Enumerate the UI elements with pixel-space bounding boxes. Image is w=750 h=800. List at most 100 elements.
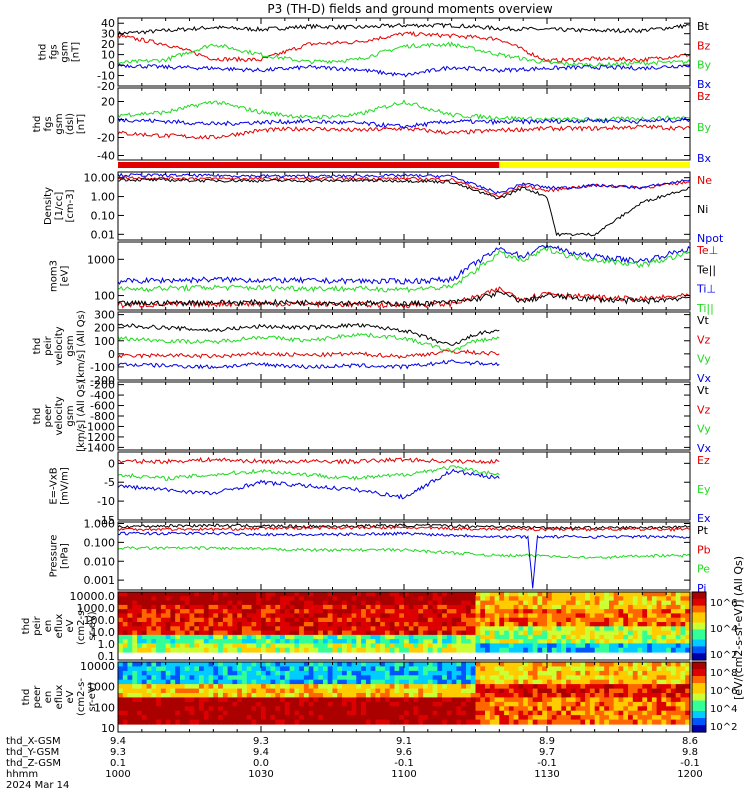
heatmap-cell	[570, 634, 577, 640]
heatmap-cell	[637, 626, 643, 632]
heatmap-cell	[318, 662, 324, 667]
heatmap-cell	[227, 719, 233, 725]
heatmap-cell	[165, 622, 172, 627]
heatmap-cell	[394, 701, 400, 707]
heatmap-cell	[666, 604, 672, 610]
heatmap-cell	[604, 622, 610, 627]
heatmap-cell	[194, 626, 200, 632]
heatmap-cell	[308, 684, 315, 690]
heatmap-cell	[141, 617, 148, 623]
heatmap-cell	[261, 662, 267, 667]
heatmap-cell	[165, 600, 172, 606]
heatmap-cell	[480, 613, 486, 619]
heatmap-cell	[494, 715, 500, 721]
heatmap-cell	[361, 639, 367, 644]
heatmap-cell	[170, 697, 176, 703]
heatmap-cell	[547, 609, 553, 614]
heatmap-cell	[504, 626, 510, 632]
heatmap-cell	[289, 609, 295, 614]
heatmap-cell	[151, 675, 157, 681]
heatmap-cell	[132, 639, 138, 644]
heatmap-cell	[394, 693, 400, 698]
heatmap-cell	[461, 609, 467, 614]
heatmap-cell	[189, 609, 195, 614]
heatmap-cell	[523, 701, 529, 707]
heatmap-cell	[470, 675, 477, 681]
heatmap-cell	[675, 596, 682, 602]
heatmap-cell	[318, 592, 324, 597]
heatmap-cell	[303, 647, 310, 653]
heatmap-cell	[246, 662, 253, 667]
heatmap-cell	[232, 596, 238, 602]
heatmap-cell	[613, 630, 620, 636]
heatmap-cell	[280, 706, 286, 712]
heatmap-cell	[461, 639, 467, 644]
heatmap-cell	[513, 670, 519, 676]
colorbar-tick-label: 10^2	[710, 722, 737, 733]
heatmap-cell	[494, 592, 500, 597]
heatmap-cell	[261, 684, 267, 690]
heatmap-cell	[647, 643, 653, 649]
heatmap-cell	[246, 679, 253, 685]
heatmap-cell	[570, 710, 577, 716]
heatmap-cell	[160, 662, 167, 667]
heatmap-cell	[670, 622, 677, 627]
heatmap-cell	[661, 684, 667, 690]
heatmap-cell	[346, 693, 353, 698]
heatmap-cell	[661, 715, 667, 721]
heatmap-cell	[537, 688, 543, 694]
heatmap-cell	[218, 600, 224, 606]
heatmap-cell	[570, 617, 577, 623]
heatmap-cell	[432, 679, 438, 685]
legend-entry: Bt	[697, 20, 710, 33]
heatmap-cell	[256, 643, 262, 649]
heatmap-cell	[470, 626, 477, 632]
heatmap-cell	[222, 710, 229, 716]
heatmap-cell	[470, 666, 477, 672]
heatmap-cell	[599, 613, 605, 619]
heatmap-cell	[432, 604, 438, 610]
heatmap-cell	[647, 715, 653, 721]
heatmap-cell	[237, 670, 243, 676]
heatmap-cell	[513, 600, 519, 606]
heatmap-cell	[237, 639, 243, 644]
heatmap-cell	[632, 688, 639, 694]
heatmap-cell	[432, 715, 438, 721]
heatmap-cell	[475, 592, 481, 597]
heatmap-cell	[618, 679, 624, 685]
heatmap-cell	[437, 609, 443, 614]
heatmap-cell	[547, 617, 553, 623]
legend-entry: Pi	[697, 582, 706, 595]
heatmap-cell	[589, 675, 596, 681]
heatmap-cell	[270, 596, 276, 602]
heatmap-cell	[361, 592, 367, 597]
y-tick-label: 100	[94, 701, 115, 714]
heatmap-cell	[170, 715, 176, 721]
heatmap-cell	[118, 697, 124, 703]
heatmap-cell	[199, 596, 205, 602]
heatmap-cell	[370, 675, 376, 681]
heatmap-cell	[570, 666, 577, 672]
heatmap-cell	[380, 596, 386, 602]
heatmap-cell	[199, 592, 205, 597]
heatmap-cell	[346, 647, 353, 653]
heatmap-cell	[294, 693, 300, 698]
heatmap-cell	[604, 613, 610, 619]
heatmap-cell	[537, 679, 543, 685]
heatmap-cell	[218, 626, 224, 632]
heatmap-cell	[351, 643, 357, 649]
heatmap-cell	[261, 613, 267, 619]
heatmap-cell	[137, 622, 143, 627]
heatmap-cell	[437, 679, 443, 685]
heatmap-cell	[613, 613, 620, 619]
heatmap-cell	[556, 639, 562, 644]
heatmap-cell	[146, 626, 152, 632]
heatmap-cell	[418, 643, 424, 649]
heatmap-cell	[213, 675, 219, 681]
heatmap-cell	[399, 600, 405, 606]
heatmap-cell	[670, 697, 677, 703]
heatmap-cell	[270, 643, 276, 649]
colorbar-swatch	[692, 700, 706, 705]
heatmap-cell	[518, 630, 524, 636]
heatmap-cell	[118, 647, 124, 653]
